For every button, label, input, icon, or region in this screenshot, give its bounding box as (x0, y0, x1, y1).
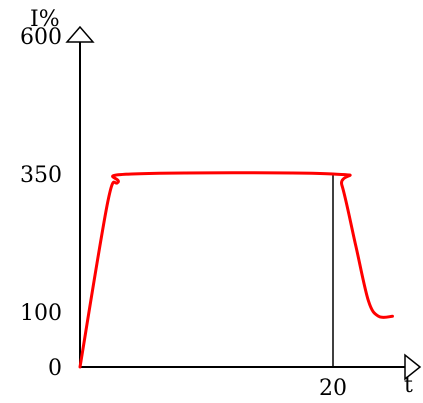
y-tick-label-0: 0 (48, 356, 62, 381)
series-group (78, 171, 394, 369)
x-tick-labels: 20 (319, 376, 347, 401)
current-curve-line (78, 171, 394, 369)
y-tick-label-600: 600 (20, 25, 62, 50)
x-axis-label: t (404, 373, 413, 398)
y-tick-labels: 0 100 350 600 (20, 25, 62, 381)
x-tick-label-20: 20 (319, 376, 347, 401)
y-axis-label: I% (30, 7, 60, 32)
y-tick-label-350: 350 (20, 163, 62, 188)
y-tick-label-100: 100 (20, 301, 62, 326)
x-axis-arrow-icon (404, 353, 422, 381)
y-axis-arrow-icon (65, 25, 95, 43)
